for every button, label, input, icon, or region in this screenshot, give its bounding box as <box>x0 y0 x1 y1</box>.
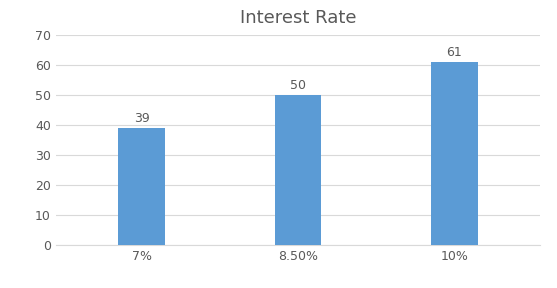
Bar <box>275 95 321 245</box>
Bar <box>431 62 478 245</box>
Bar <box>118 128 165 245</box>
Text: 61: 61 <box>447 46 462 59</box>
Text: 50: 50 <box>290 79 306 92</box>
Text: 39: 39 <box>134 112 149 125</box>
Title: Interest Rate: Interest Rate <box>240 10 356 27</box>
